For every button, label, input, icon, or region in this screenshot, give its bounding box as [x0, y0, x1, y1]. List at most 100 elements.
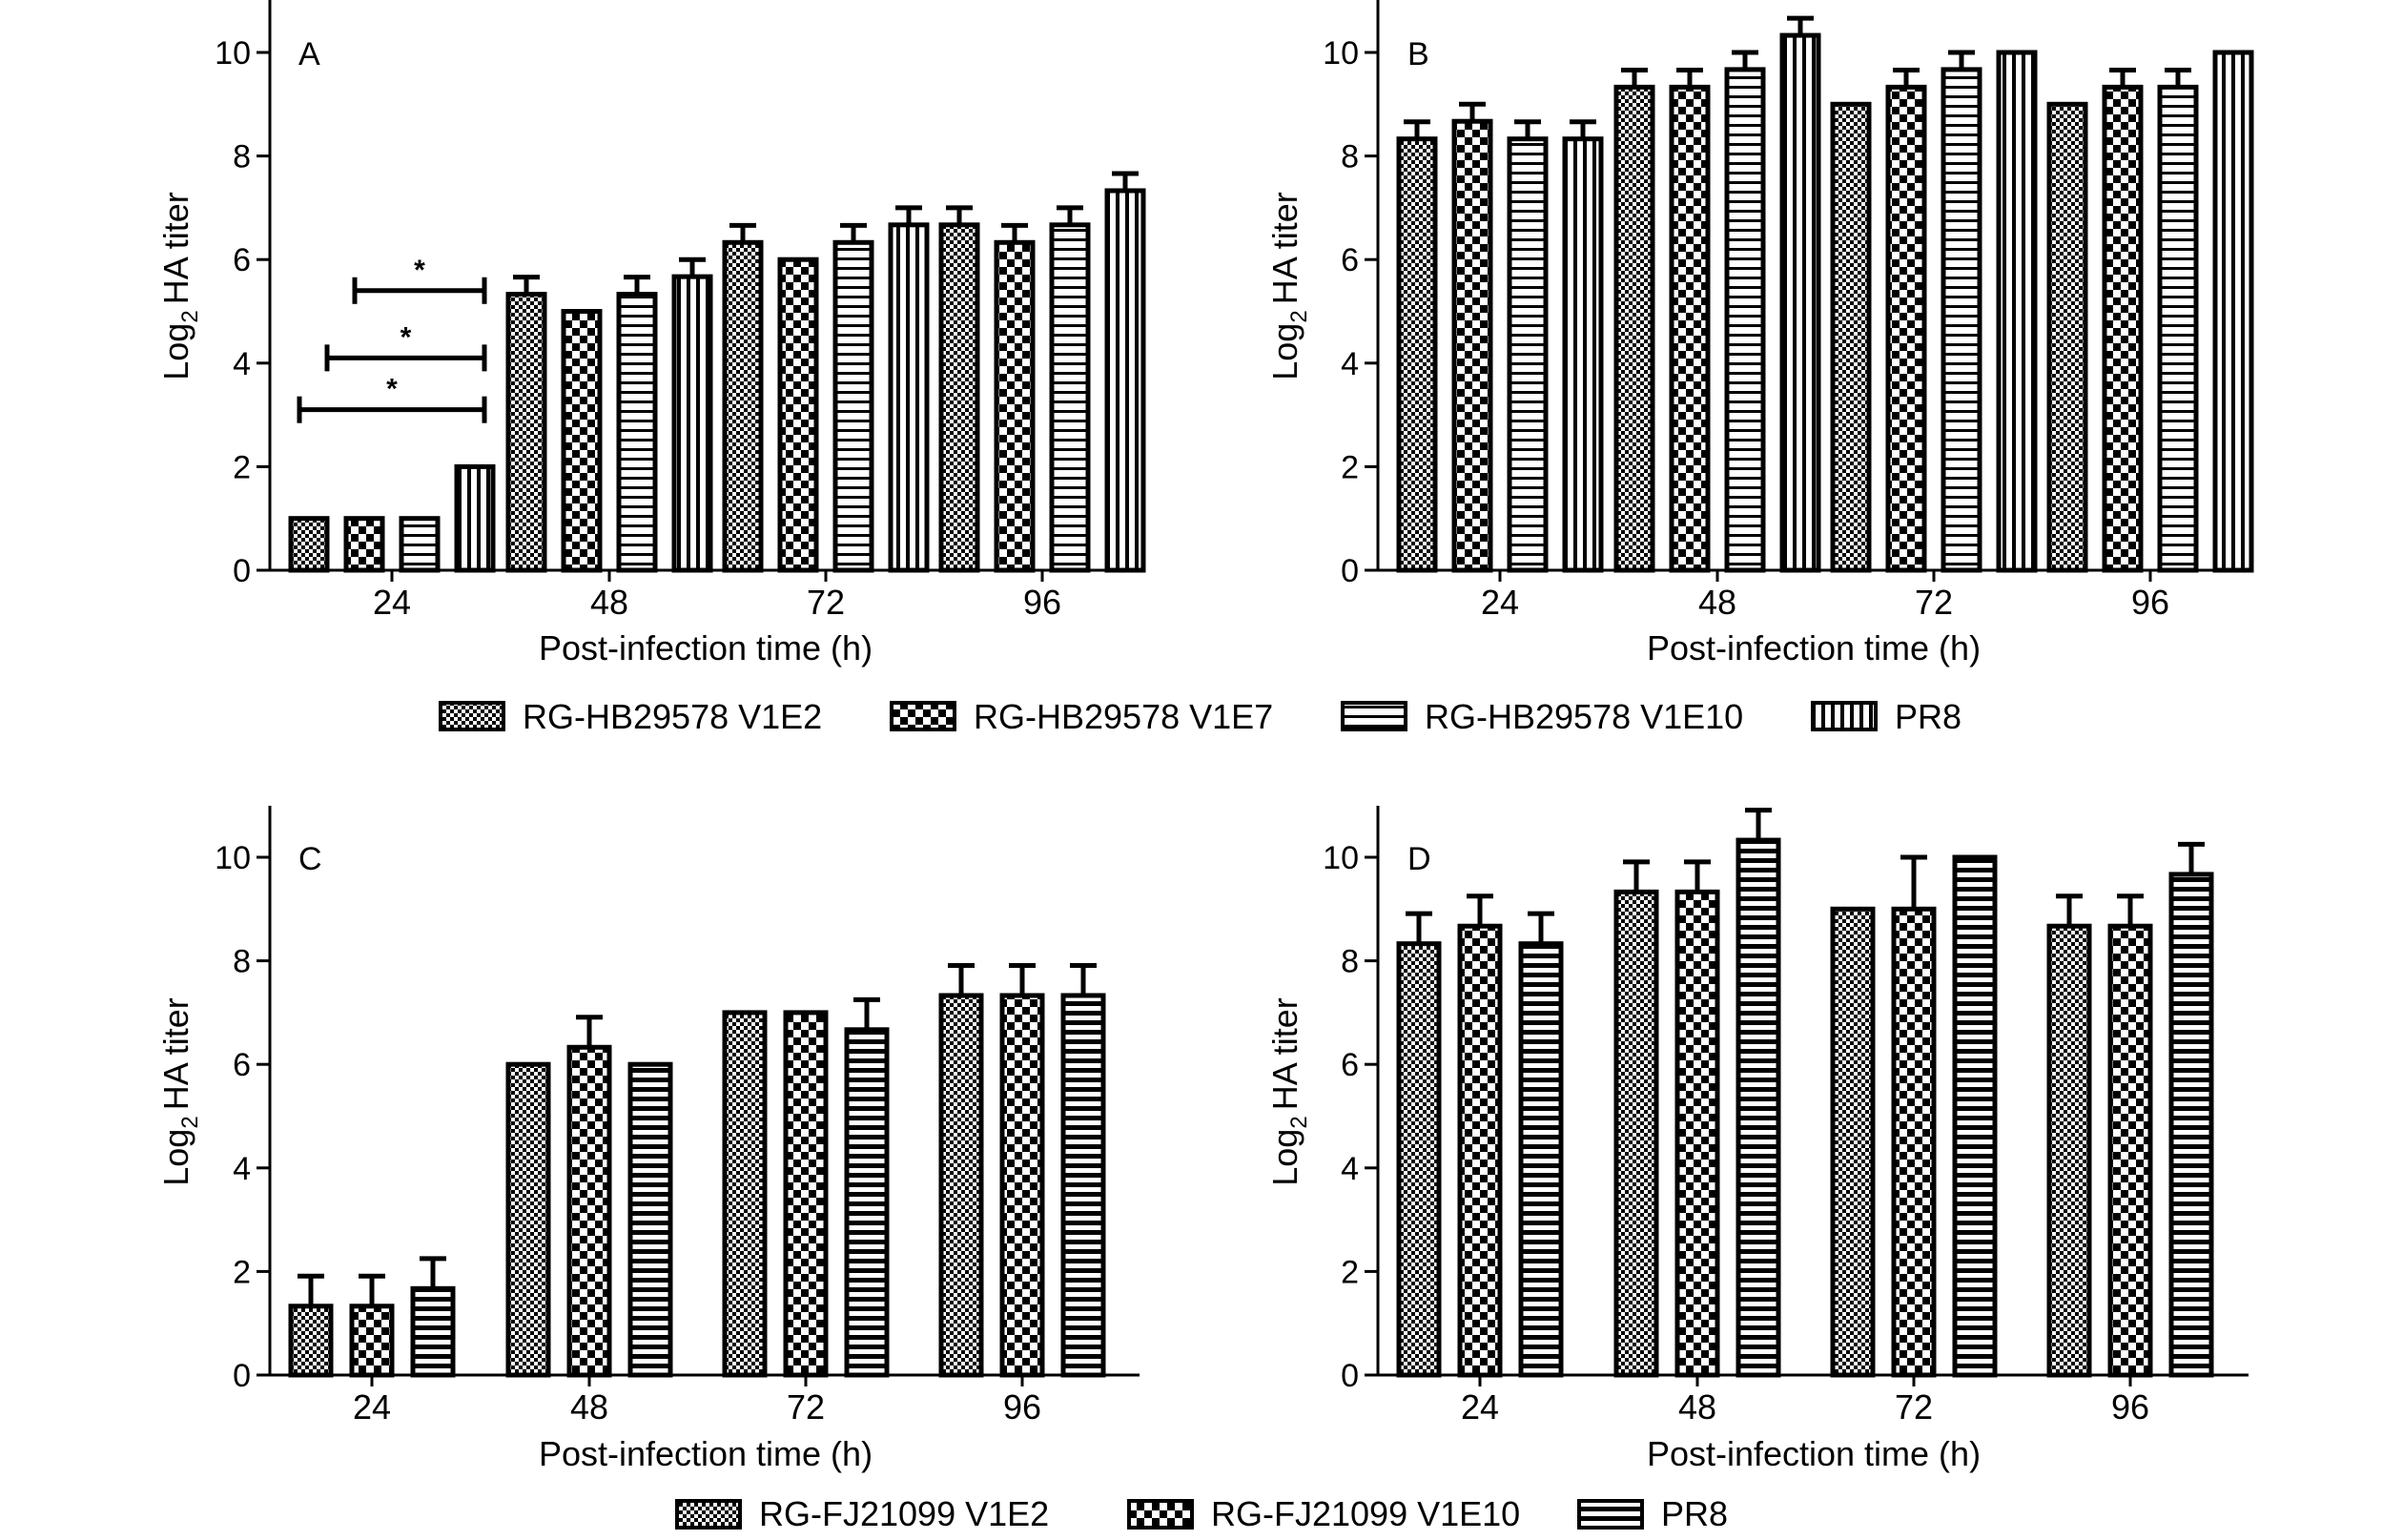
panel-a-bar — [561, 309, 603, 573]
panel-d-x-tick-label: 24 — [1461, 1387, 1499, 1427]
panel-a-y-tick-label: 8 — [233, 139, 251, 175]
panel-b: B Post-infection time (h) Log2HA titer — [1265, 36, 1981, 667]
panel-c-y-tick-label: 0 — [233, 1358, 251, 1394]
panel-b-bar — [2157, 84, 2199, 573]
panel-c-y-tick-label: 6 — [233, 1047, 251, 1083]
panel-a-bar — [671, 274, 713, 573]
panel-b-y-axis-title: Log2 HA titer — [1265, 192, 1312, 380]
panel-c-y-tick-label: 10 — [215, 840, 251, 876]
panel-d-bar — [1830, 906, 1876, 1378]
panel-d-x-tick-label: 48 — [1678, 1387, 1716, 1427]
panel-b-x-tick-label: 96 — [2131, 583, 2169, 622]
legend-top-label-4: PR8 — [1895, 697, 1961, 736]
panel-c-y-axis-title-main: Log — [156, 1129, 195, 1186]
panel-a-y-axis-title-main: Log — [156, 323, 195, 380]
panel-c-bar — [999, 993, 1045, 1378]
panel-b-bar — [1669, 84, 1711, 573]
panel-a-significance-label: * — [400, 321, 412, 353]
panel-a-y-axis-title-sub: 2 — [177, 310, 203, 322]
panel-b-bar — [1562, 136, 1604, 573]
panel-b-y-axis-title-main: Log — [1265, 323, 1304, 380]
panel-b-bar — [2212, 50, 2254, 573]
panel-d-bar — [2046, 923, 2092, 1378]
panel-b-bar — [1396, 136, 1438, 573]
panel-a-bar — [288, 516, 330, 573]
panel-d: D Post-infection time (h) Log2HA titer — [1265, 841, 1981, 1473]
legend-top-label-2: RG-HB29578 V1E7 — [974, 697, 1273, 736]
panel-b-bar — [2046, 101, 2088, 573]
panel-a-bar — [399, 516, 441, 573]
panel-a-y-tick-label: 2 — [233, 449, 251, 485]
panel-a-bar — [832, 239, 874, 573]
panel-a-y-axis-title-rest: HA titer — [156, 192, 195, 304]
panel-a-bar — [938, 222, 980, 573]
panel-b-bar — [2102, 84, 2144, 573]
legend-top-swatch-3 — [1341, 701, 1407, 731]
panel-a-x-tick-label: 96 — [1023, 583, 1061, 622]
legend-top-swatch-4 — [1811, 701, 1878, 731]
panel-d-x-tick-label: 72 — [1895, 1387, 1933, 1427]
panel-d-y-tick-label: 0 — [1341, 1358, 1359, 1394]
legend-top-swatch-2 — [890, 701, 956, 731]
legend-top-label-1: RG-HB29578 V1E2 — [523, 697, 822, 736]
panel-c-bar — [505, 1061, 551, 1378]
panel-a-bar — [616, 292, 658, 573]
panel-b-x-axis-title: Post-infection time (h) — [1647, 628, 1981, 667]
panel-b-x-tick-label: 48 — [1698, 583, 1736, 622]
panel-d-y-tick-label: 10 — [1323, 840, 1359, 876]
panel-a-bar — [1104, 188, 1146, 573]
panel-d-y-tick-label: 2 — [1341, 1254, 1359, 1290]
panel-c-bar — [783, 1010, 829, 1378]
panel-c-y-axis-title: Log2 HA titer — [156, 997, 203, 1185]
panel-a-label: A — [298, 36, 320, 72]
panel-d-bar — [1736, 837, 1781, 1378]
panel-a-bar — [722, 239, 764, 573]
panel-b-y-tick-label: 6 — [1341, 242, 1359, 278]
panel-c-bar — [844, 1027, 890, 1378]
panel-b-y-axis-title-sub: 2 — [1286, 310, 1312, 322]
panel-c-x-tick-label: 72 — [787, 1387, 825, 1427]
panel-b-bar — [1885, 84, 1927, 573]
panel-b-bar — [1613, 84, 1655, 573]
panel-d-bar — [1613, 889, 1659, 1378]
panel-c-bar — [410, 1285, 456, 1378]
legend-bottom-label-3: PR8 — [1661, 1494, 1728, 1533]
panel-d-bar — [1518, 941, 1564, 1378]
panel-d-x-axis-title: Post-infection time (h) — [1647, 1434, 1981, 1473]
panel-b-y-tick-label: 10 — [1323, 35, 1359, 72]
panel-b-bar — [1779, 32, 1821, 573]
panel-c-label: C — [298, 841, 322, 877]
legend-bottom-swatch-3 — [1577, 1499, 1644, 1530]
panel-c-bar — [566, 1044, 612, 1378]
panel-c-x-tick-label: 24 — [353, 1387, 391, 1427]
panel-c-bar — [722, 1010, 768, 1378]
panel-d-bar — [2107, 923, 2153, 1378]
legend-bottom-label-2: RG-FJ21099 V1E10 — [1211, 1494, 1520, 1533]
panel-c-y-tick-label: 4 — [233, 1151, 251, 1187]
panel-a-y-tick-label: 10 — [215, 35, 251, 72]
panel-a-x-tick-label: 72 — [807, 583, 845, 622]
panel-b-bar — [1507, 136, 1549, 573]
panel-d-bar — [2168, 872, 2214, 1378]
panel-d-x-tick-label: 96 — [2111, 1387, 2149, 1427]
panel-d-bar — [1891, 906, 1937, 1378]
panel-b-bar — [1724, 67, 1766, 573]
panel-a-bar — [454, 463, 496, 573]
panel-d-y-tick-label: 8 — [1341, 944, 1359, 980]
panel-b-bar — [1451, 118, 1493, 573]
panel-c-y-axis-title-sub: 2 — [177, 1116, 203, 1128]
legend-bottom-swatch-2 — [1127, 1499, 1194, 1530]
panel-b-bar — [1830, 101, 1872, 573]
panel-a-bar — [1049, 222, 1091, 573]
legend-bottom-label-1: RG-FJ21099 V1E2 — [759, 1494, 1049, 1533]
panel-b-x-tick-label: 24 — [1481, 583, 1519, 622]
panel-a-x-tick-label: 24 — [373, 583, 411, 622]
panel-c-bar — [349, 1304, 395, 1378]
panel-d-bar — [1952, 854, 1998, 1378]
panel-a-y-axis-title: Log2 HA titer — [156, 192, 203, 380]
